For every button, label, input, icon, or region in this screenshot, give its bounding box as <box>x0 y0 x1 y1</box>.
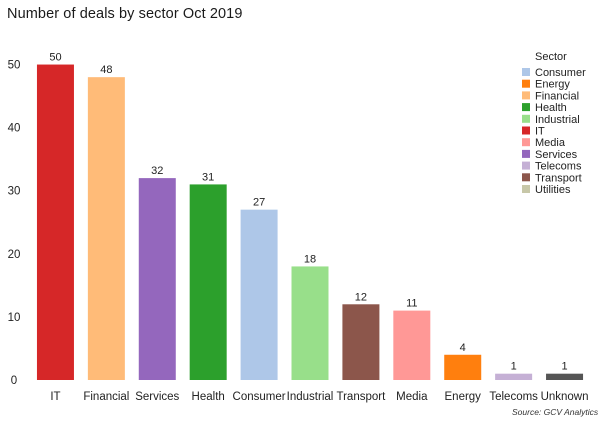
legend-swatch <box>522 126 530 135</box>
x-tick-label: Industrial <box>287 391 334 403</box>
legend-label: Energy <box>535 79 570 91</box>
legend-label: Transport <box>535 172 582 184</box>
y-tick-label: 30 <box>8 186 21 198</box>
legend-swatch <box>522 79 530 88</box>
legend-swatch <box>522 149 530 158</box>
data-label: 1 <box>561 361 567 373</box>
y-tick-label: 20 <box>8 249 21 261</box>
data-label: 11 <box>406 298 417 310</box>
legend-swatch <box>522 68 530 76</box>
legend-label: Telecoms <box>535 161 582 173</box>
data-label: 48 <box>100 64 112 76</box>
data-label: 32 <box>151 165 163 177</box>
legend: Sector ConsumerEnergyFinancialHealthIndus… <box>522 51 586 196</box>
data-label: 50 <box>49 52 61 64</box>
data-label: 1 <box>511 361 517 373</box>
x-tick-label: Energy <box>445 391 482 403</box>
bar <box>495 373 533 380</box>
x-tick-label: Media <box>396 391 428 403</box>
legend-label: IT <box>535 126 545 138</box>
y-tick-label: 0 <box>11 375 17 387</box>
data-label: 27 <box>253 197 265 209</box>
chart-title: Number of deals by sector Oct 2019 <box>7 6 243 22</box>
data-label: 12 <box>355 291 367 303</box>
legend-label: Services <box>535 149 578 161</box>
y-tick-label: 50 <box>8 60 21 72</box>
source-note: Source: GCV Analytics <box>512 407 599 417</box>
y-tick-label: 40 <box>8 123 21 135</box>
bar <box>36 64 74 380</box>
legend-label: Consumer <box>535 67 586 79</box>
x-axis: IT Financial Services Health Consumer Industr… <box>50 391 588 403</box>
x-tick-label: Unknown <box>541 391 589 403</box>
y-tick-label: 10 <box>8 312 21 324</box>
data-label: 31 <box>202 171 214 183</box>
legend-swatch <box>522 161 530 170</box>
legend-label: Utilities <box>535 184 571 196</box>
legend-title: Sector <box>535 51 567 63</box>
bar <box>240 209 278 380</box>
legend-swatch <box>522 114 530 123</box>
data-label: 18 <box>304 253 316 265</box>
bar <box>87 77 125 380</box>
legend-swatch <box>522 138 530 147</box>
legend-swatch <box>522 185 530 193</box>
x-tick-label: Consumer <box>233 391 286 403</box>
legend-label: Industrial <box>535 114 580 126</box>
legend-label: Financial <box>535 90 579 102</box>
x-tick-label: Services <box>135 391 179 403</box>
legend-swatch <box>522 103 530 112</box>
x-tick-label: Transport <box>337 391 387 403</box>
bar <box>189 184 227 380</box>
legend-swatch <box>522 173 530 182</box>
x-tick-label: Telecoms <box>489 391 538 403</box>
bar <box>138 178 176 380</box>
bar <box>444 354 482 380</box>
data-label: 4 <box>460 342 466 354</box>
y-axis: 0 10 20 30 40 50 <box>8 60 21 387</box>
legend-label: Health <box>535 102 567 114</box>
legend-label: Media <box>535 137 566 149</box>
bar <box>342 304 380 380</box>
bar <box>393 310 431 380</box>
x-tick-label: Health <box>192 391 225 403</box>
bar <box>546 373 584 380</box>
x-tick-label: IT <box>50 391 60 403</box>
bar <box>291 266 329 380</box>
legend-swatch <box>522 91 530 100</box>
x-tick-label: Financial <box>83 391 129 403</box>
